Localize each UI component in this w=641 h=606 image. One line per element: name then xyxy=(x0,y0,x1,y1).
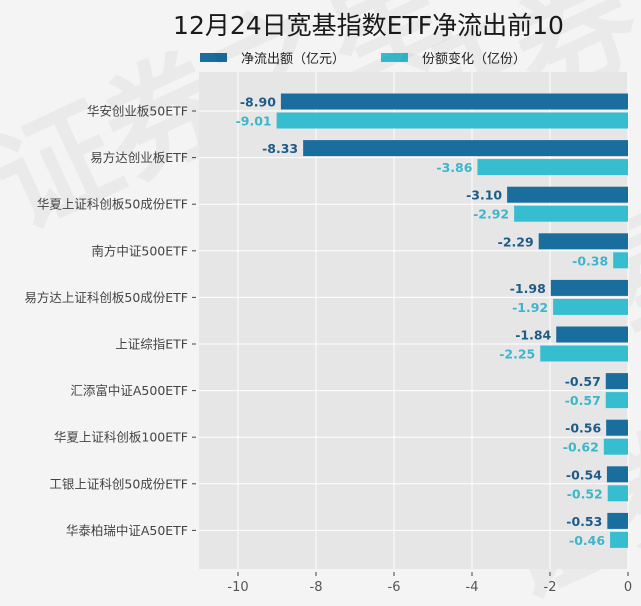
bars xyxy=(276,93,628,548)
value-label-share-change: -3.86 xyxy=(436,160,472,175)
bar-net-outflow xyxy=(538,233,628,250)
category-label: 汇添富中证A500ETF xyxy=(70,383,188,398)
value-label-share-change: -0.62 xyxy=(563,440,599,455)
category-label: 南方中证500ETF xyxy=(91,243,188,258)
legend-swatch-share-change xyxy=(381,53,409,62)
category-label: 易方达上证科创板50成份ETF xyxy=(24,290,188,305)
value-label-net-outflow: -0.54 xyxy=(566,467,602,482)
bar-net-outflow xyxy=(606,466,628,483)
value-label-net-outflow: -0.57 xyxy=(565,374,601,389)
bar-share-change xyxy=(553,298,628,315)
legend: 净流出额（亿元） 份额变化（亿份） xyxy=(200,48,562,67)
value-label-net-outflow: -0.56 xyxy=(565,421,601,436)
bar-net-outflow xyxy=(607,512,628,529)
bar-share-change xyxy=(610,531,628,548)
axes: -10 -8 -6 -4 -2 0 华安创业板50ETF 易方达创业板ETF 华夏上证科创板50… xyxy=(24,104,632,596)
x-tick-label: -10 xyxy=(227,580,248,595)
value-label-net-outflow: -3.10 xyxy=(466,188,502,203)
legend-swatch-net-outflow xyxy=(200,53,227,62)
x-tick-label: -4 xyxy=(466,580,479,595)
bar-share-change xyxy=(540,345,628,362)
category-label: 易方达创业板ETF xyxy=(90,150,188,165)
x-tick-label: 0 xyxy=(624,580,632,595)
legend-label-share-change: 份额变化（亿份） xyxy=(422,52,527,67)
value-label-net-outflow: -8.90 xyxy=(240,95,276,110)
legend-label-net-outflow: 净流出额（亿元） xyxy=(241,52,346,67)
category-label: 华夏上证科创板100ETF xyxy=(54,430,188,445)
bar-net-outflow xyxy=(550,279,628,296)
category-label: 华泰柏瑞中证A50ETF xyxy=(66,523,188,538)
chart-title: 12月24日宽基指数ETF净流出前10 xyxy=(173,11,564,40)
category-label: 华夏上证科创板50成份ETF xyxy=(37,197,188,212)
bar-share-change xyxy=(514,205,628,222)
value-label-share-change: -0.46 xyxy=(569,533,605,548)
value-label-share-change: -2.92 xyxy=(473,207,509,222)
bar-net-outflow xyxy=(556,326,628,343)
bar-share-change xyxy=(613,252,628,269)
bar-net-outflow xyxy=(507,186,628,203)
category-label: 工银上证科创50成份ETF xyxy=(49,476,188,491)
x-tick-label: -2 xyxy=(544,580,557,595)
bar-net-outflow xyxy=(605,373,628,390)
value-label-net-outflow: -1.98 xyxy=(510,281,546,296)
bar-net-outflow xyxy=(303,140,628,157)
x-tick-label: -8 xyxy=(310,580,323,595)
value-label-share-change: -0.57 xyxy=(565,393,601,408)
value-label-share-change: -2.25 xyxy=(499,347,535,362)
value-label-share-change: -0.52 xyxy=(567,486,603,501)
value-label-net-outflow: -0.53 xyxy=(566,514,602,529)
value-labels: -8.90 -9.01 -8.33 -3.86 -3.10 -2.92 -2.29 -0.38… xyxy=(236,95,609,548)
value-label-share-change: -1.92 xyxy=(512,300,548,315)
value-label-share-change: -0.38 xyxy=(572,253,608,268)
bar-share-change xyxy=(477,159,628,176)
category-label: 上证综指ETF xyxy=(115,337,188,352)
bar-net-outflow xyxy=(280,93,628,110)
value-label-net-outflow: -2.29 xyxy=(498,234,534,249)
value-label-share-change: -9.01 xyxy=(236,114,272,129)
bar-net-outflow xyxy=(606,419,628,436)
bar-share-change xyxy=(603,438,628,455)
bar-share-change xyxy=(276,112,628,129)
x-tick-label: -6 xyxy=(388,580,401,595)
bar-share-change xyxy=(605,392,628,409)
value-label-net-outflow: -8.33 xyxy=(262,141,298,156)
bar-share-change xyxy=(607,485,628,502)
category-label: 华安创业板50ETF xyxy=(87,104,188,119)
value-label-net-outflow: -1.84 xyxy=(515,328,551,343)
legend-item-share-change: 份额变化（亿份） xyxy=(381,48,526,67)
legend-item-net-outflow: 净流出额（亿元） xyxy=(200,48,345,67)
